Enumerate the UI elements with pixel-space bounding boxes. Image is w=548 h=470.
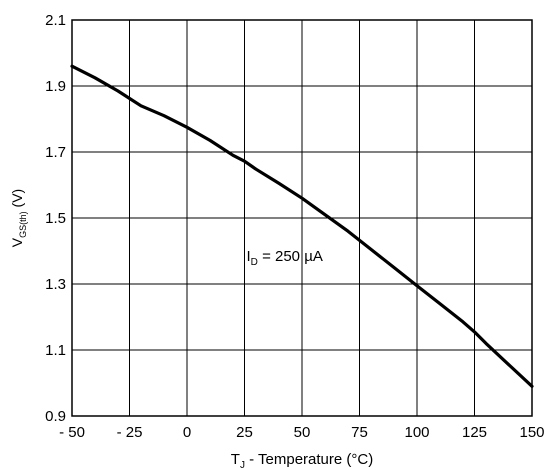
annotation: ID = 250 µA (247, 248, 323, 268)
annotation-prefix: I (247, 248, 251, 265)
x-tick-label: 0 (183, 424, 191, 441)
y-tick-label: 1.1 (45, 342, 66, 359)
plot-frame (71, 19, 533, 417)
y-tick-label: 0.9 (45, 408, 66, 425)
x-axis-label-prefix: T (231, 451, 240, 468)
x-tick-label: 150 (519, 424, 544, 441)
y-axis-label-prefix: V (9, 237, 25, 247)
y-tick-labels: 0.9 1.1 1.3 1.5 1.7 1.9 2.1 (45, 12, 66, 425)
y-tick-label: 2.1 (45, 12, 66, 29)
y-tick-label: 1.7 (45, 144, 66, 161)
y-axis-label: VGS(th) (V) (9, 189, 28, 247)
x-axis-label: TJ - Temperature (°C) (231, 451, 373, 470)
y-axis-label-rest: (V) (9, 189, 25, 212)
x-axis-label-rest: - Temperature (°C) (245, 451, 373, 468)
annotation-rest: = 250 µA (258, 248, 323, 265)
grid (71, 19, 533, 417)
x-tick-label: 25 (236, 424, 253, 441)
y-tick-label: 1.9 (45, 78, 66, 95)
series-layer (70, 64, 534, 388)
y-axis-label-subscript: GS(th) (18, 211, 28, 238)
x-tick-labels: - 50 - 25 0 25 50 75 100 125 150 (59, 424, 544, 441)
series-line (70, 64, 534, 388)
x-tick-label: - 25 (117, 424, 143, 441)
x-tick-label: - 50 (59, 424, 85, 441)
y-tick-label: 1.3 (45, 276, 66, 293)
y-tick-label: 1.5 (45, 210, 66, 227)
x-tick-label: 75 (351, 424, 368, 441)
annotation-subscript: D (251, 257, 258, 268)
x-tick-label: 125 (462, 424, 487, 441)
x-axis-label-subscript: J (240, 460, 245, 470)
x-tick-label: 50 (294, 424, 311, 441)
x-tick-label: 100 (404, 424, 429, 441)
